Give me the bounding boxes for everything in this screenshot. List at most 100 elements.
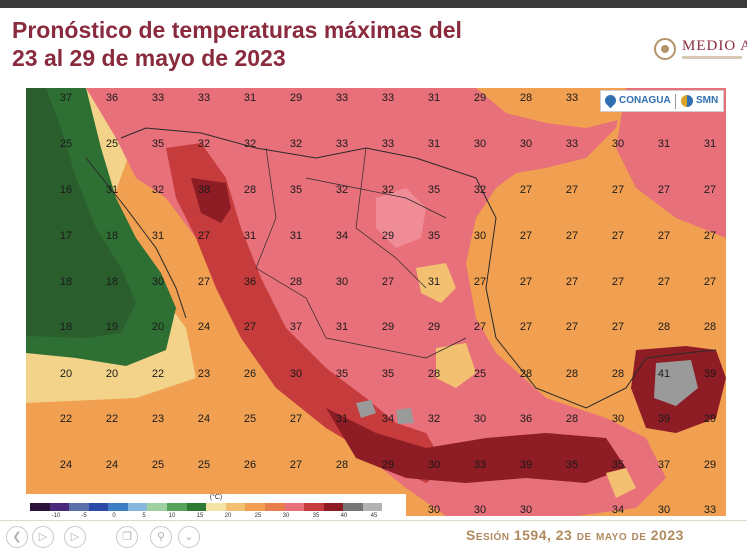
temp-value: 23	[197, 368, 211, 380]
temp-value: 32	[381, 184, 395, 196]
temp-value: 23	[151, 413, 165, 425]
temp-value: 33	[151, 92, 165, 104]
legend-tick: 10	[168, 513, 176, 519]
temp-value: 39	[519, 459, 533, 471]
temp-value: 33	[335, 92, 349, 104]
temp-value: 27	[565, 321, 579, 333]
temp-value: 18	[59, 276, 73, 288]
legend-swatch	[127, 503, 148, 511]
legend-swatch	[382, 503, 402, 511]
temp-value: 22	[151, 368, 165, 380]
conagua-icon	[602, 92, 619, 109]
temp-value: 27	[565, 276, 579, 288]
title-line-1: Pronóstico de temperaturas máximas del	[12, 17, 462, 43]
temp-value: 28	[289, 276, 303, 288]
temp-value: 27	[611, 276, 625, 288]
temp-value: 37	[657, 459, 671, 471]
temp-value: 35	[381, 368, 395, 380]
temp-value: 22	[105, 413, 119, 425]
temp-value: 28	[519, 92, 533, 104]
temp-value: 24	[197, 321, 211, 333]
temp-value: 33	[381, 138, 395, 150]
legend-swatch	[225, 503, 246, 511]
temp-value: 28	[335, 459, 349, 471]
temp-value: 36	[519, 413, 533, 425]
player-controls: ❮ ▷ ▷ ❐ ⚲ ⌄	[0, 522, 200, 552]
brand-logo: MEDIO A	[654, 36, 747, 64]
legend-swatch	[88, 503, 109, 511]
smn-icon	[681, 95, 693, 107]
legend-swatch	[186, 503, 207, 511]
temp-value: 27	[565, 230, 579, 242]
legend-swatch	[245, 503, 265, 511]
play-icon[interactable]: ▷	[64, 526, 86, 548]
temp-value: 35	[151, 138, 165, 150]
temp-value: 27	[519, 276, 533, 288]
temp-value: 37	[59, 92, 73, 104]
temp-value: 33	[197, 92, 211, 104]
legend-tick: 45	[370, 513, 378, 519]
temp-value: 28	[519, 368, 533, 380]
temp-value: 25	[473, 368, 487, 380]
temp-value: 30	[611, 413, 625, 425]
brand-text: MEDIO A	[682, 38, 747, 54]
temp-value: 27	[197, 276, 211, 288]
temp-value: 29	[427, 321, 441, 333]
temp-value: 29	[289, 92, 303, 104]
temp-value: 27	[657, 230, 671, 242]
temp-value: 27	[611, 230, 625, 242]
legend-swatch	[147, 503, 168, 511]
temp-value: 29	[703, 413, 717, 425]
legend-swatch	[284, 503, 305, 511]
color-legend: (°C) -10 -5 0 5 10 15 20 25 30 35 40 45	[26, 494, 406, 522]
temp-value: 30	[427, 459, 441, 471]
temp-value: 29	[473, 92, 487, 104]
temp-value: 32	[151, 184, 165, 196]
back-icon[interactable]: ❮	[6, 526, 28, 548]
temp-value: 28	[427, 368, 441, 380]
legend-swatch	[108, 503, 128, 511]
temp-value: 32	[289, 138, 303, 150]
temp-value: 30	[519, 138, 533, 150]
temp-value: 27	[519, 184, 533, 196]
temp-value: 27	[611, 184, 625, 196]
temp-value: 32	[243, 138, 257, 150]
temp-value: 30	[335, 276, 349, 288]
legend-swatch	[304, 503, 324, 511]
legend-swatch	[362, 503, 383, 511]
agency-smn: SMN	[696, 95, 719, 106]
temp-value: 25	[105, 138, 119, 150]
legend-swatch	[30, 503, 50, 511]
temp-value: 17	[59, 230, 73, 242]
temp-value: 20	[59, 368, 73, 380]
temp-value: 39	[703, 368, 717, 380]
legend-tick: 30	[282, 513, 290, 519]
temp-value: 29	[381, 230, 395, 242]
temp-value: 19	[105, 321, 119, 333]
temp-value: 41	[657, 368, 671, 380]
search-icon[interactable]: ⚲	[150, 526, 172, 548]
temp-value: 35	[565, 459, 579, 471]
temp-value: 24	[197, 413, 211, 425]
temp-value: 34	[335, 230, 349, 242]
copy-icon[interactable]: ❐	[116, 526, 138, 548]
temp-value: 32	[473, 184, 487, 196]
temp-value: 20	[151, 321, 165, 333]
chevron-down-icon[interactable]: ⌄	[178, 526, 200, 548]
temp-value: 39	[657, 413, 671, 425]
temp-value: 27	[519, 321, 533, 333]
legend-tick: 15	[196, 513, 204, 519]
legend-color-bar	[30, 503, 402, 511]
temp-value: 27	[381, 276, 395, 288]
temp-value: 25	[59, 138, 73, 150]
temp-value: 33	[565, 92, 579, 104]
legend-tick: 40	[340, 513, 348, 519]
temp-value: 35	[427, 184, 441, 196]
temp-value: 27	[197, 230, 211, 242]
play-icon[interactable]: ▷	[32, 526, 54, 548]
temp-value: 31	[105, 184, 119, 196]
legend-swatch	[69, 503, 89, 511]
temp-value: 27	[243, 321, 257, 333]
legend-tick: 25	[254, 513, 262, 519]
temp-value: 32	[427, 413, 441, 425]
